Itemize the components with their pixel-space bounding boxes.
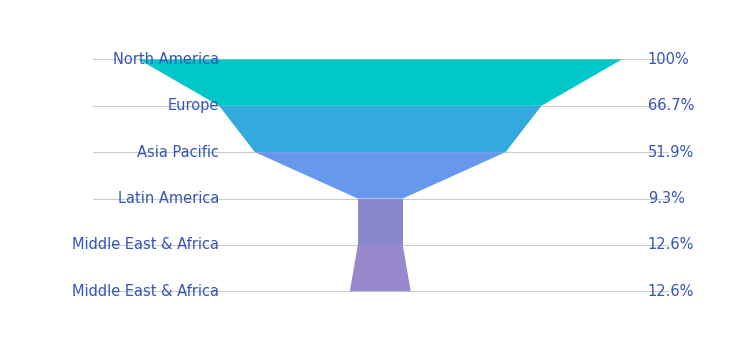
Polygon shape bbox=[349, 245, 411, 291]
Polygon shape bbox=[219, 106, 542, 152]
Text: 12.6%: 12.6% bbox=[648, 284, 694, 299]
Text: Middle East & Africa: Middle East & Africa bbox=[72, 237, 220, 252]
Text: Middle East & Africa: Middle East & Africa bbox=[72, 284, 220, 299]
Text: 66.7%: 66.7% bbox=[648, 98, 694, 113]
Polygon shape bbox=[358, 198, 403, 245]
Text: North America: North America bbox=[113, 52, 220, 67]
Text: 9.3%: 9.3% bbox=[648, 191, 685, 206]
Text: 12.6%: 12.6% bbox=[648, 237, 694, 252]
Polygon shape bbox=[139, 60, 622, 106]
Text: Asia Pacific: Asia Pacific bbox=[137, 145, 220, 160]
Text: Europe: Europe bbox=[168, 98, 220, 113]
Polygon shape bbox=[255, 152, 505, 198]
Text: 100%: 100% bbox=[648, 52, 689, 67]
Text: Latin America: Latin America bbox=[118, 191, 220, 206]
Text: 51.9%: 51.9% bbox=[648, 145, 694, 160]
